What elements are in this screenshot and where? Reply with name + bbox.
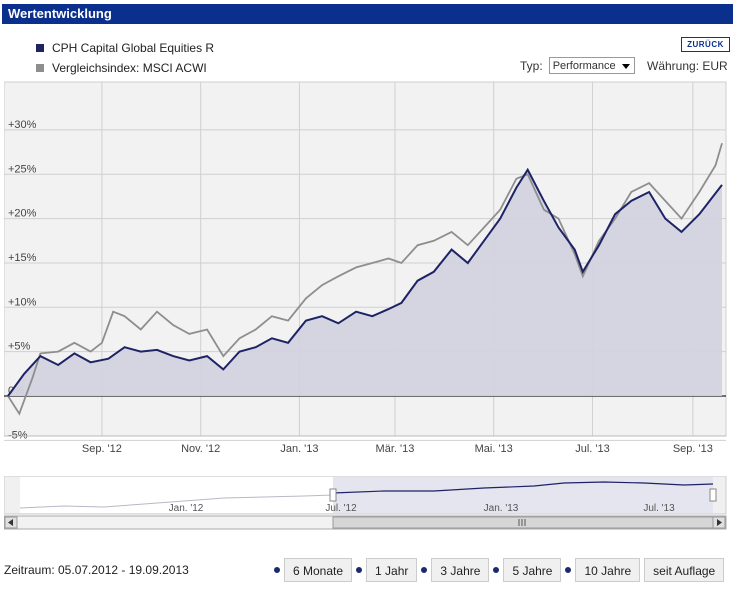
- legend-label-fund: CPH Capital Global Equities R: [52, 41, 215, 55]
- legend-swatch-index: [36, 64, 44, 72]
- x-tick-label: Mai. '13: [475, 443, 513, 455]
- scrollbar-grip-icon: [518, 519, 526, 526]
- y-tick-label: -5%: [8, 429, 28, 441]
- currency-label: Währung: EUR: [647, 59, 728, 73]
- x-tick-label: Sep. '12: [82, 443, 122, 455]
- index-series-line: [7, 142, 723, 416]
- chart-title-bar: Wertentwicklung: [2, 4, 733, 24]
- range-dot: [493, 567, 500, 573]
- fund-series-line: [7, 167, 723, 397]
- scroll-left-icon: [8, 519, 13, 526]
- legend: CPH Capital Global Equities R Vergleichs…: [36, 38, 214, 78]
- y-tick-label: +25%: [8, 163, 37, 175]
- y-tick-label: +20%: [8, 208, 37, 220]
- x-tick-label: Sep. '13: [673, 443, 713, 455]
- navigator-date-label: Jan. '13: [484, 503, 519, 514]
- navigator-right-handle[interactable]: [709, 488, 717, 502]
- performance-chart: Sep. '12 Nov. '12 Jan. '13 Mär. '13 Mai. '13…: [4, 81, 727, 455]
- scrollbar-thumb[interactable]: [332, 516, 714, 529]
- legend-label-index: Vergleichsindex: MSCI ACWI: [52, 61, 207, 75]
- range-button-6m[interactable]: 6 Monate: [284, 558, 353, 582]
- type-select-value: Performance: [552, 60, 616, 72]
- range-dot: [274, 567, 280, 573]
- type-selector-row: Typ: Performance: [520, 57, 635, 74]
- range-button-1y[interactable]: 1 Jahr: [366, 558, 418, 582]
- x-tick-label: Mär. '13: [376, 443, 415, 455]
- range-button-since-inception[interactable]: seit Auflage: [644, 558, 725, 582]
- fund-area: [8, 169, 722, 396]
- navigator-left-handle[interactable]: [329, 488, 337, 502]
- period-label: Zeitraum: 05.07.2012 - 19.09.2013: [4, 563, 189, 577]
- navigator-date-label: Jul. '12: [325, 503, 357, 514]
- navigator-selected-line: [332, 481, 714, 494]
- y-tick-label: +30%: [8, 119, 37, 131]
- legend-item-index[interactable]: Vergleichsindex: MSCI ACWI: [36, 58, 214, 78]
- range-button-10y[interactable]: 10 Jahre: [575, 558, 641, 582]
- navigator-date-label: Jul. '13: [643, 503, 675, 514]
- scroll-right-icon: [717, 519, 722, 526]
- range-dot: [356, 567, 363, 573]
- range-navigator[interactable]: Jan. '12 Jul. '12 Jan. '13 Jul. '13: [4, 476, 728, 531]
- back-button[interactable]: ZURÜCK: [681, 37, 730, 52]
- y-tick-label: +15%: [8, 252, 37, 264]
- range-button-3y[interactable]: 3 Jahre: [431, 558, 490, 582]
- type-label: Typ:: [520, 58, 543, 73]
- range-dot: [421, 567, 428, 573]
- y-tick-label: +5%: [8, 341, 31, 353]
- legend-swatch-fund: [36, 44, 44, 52]
- legend-item-fund[interactable]: CPH Capital Global Equities R: [36, 38, 214, 58]
- range-button-5y[interactable]: 5 Jahre: [503, 558, 562, 582]
- navigator-date-label: Jan. '12: [169, 503, 204, 514]
- y-tick-label: +10%: [8, 296, 37, 308]
- range-button-row: 6 Monate 1 Jahr 3 Jahre 5 Jahre 10 Jahre…: [272, 558, 726, 582]
- x-tick-label: Nov. '12: [181, 443, 220, 455]
- navigator-unselected-range: [20, 477, 333, 513]
- x-tick-label: Jul. '13: [575, 443, 610, 455]
- x-tick-label: Jan. '13: [280, 443, 318, 455]
- type-select[interactable]: Performance: [548, 57, 635, 74]
- range-dot: [565, 567, 572, 573]
- navigator-history-line: [19, 494, 334, 509]
- chevron-down-icon: [621, 64, 630, 69]
